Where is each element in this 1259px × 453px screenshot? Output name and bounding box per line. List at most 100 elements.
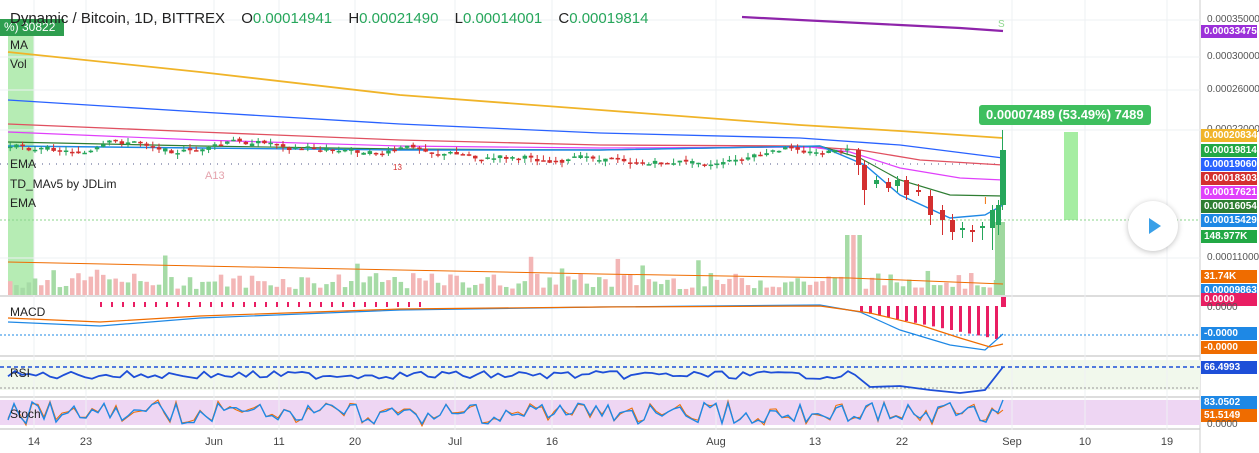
candle-body [807, 151, 813, 154]
candle-body [916, 190, 921, 192]
candle-body [504, 156, 509, 159]
volume-bar [411, 273, 416, 295]
candle-body [156, 147, 162, 150]
indicator-ma-label[interactable]: MA [10, 38, 28, 52]
candle-body [553, 160, 559, 163]
macd-histogram [869, 306, 872, 314]
price-tag: 31.74K [1201, 270, 1257, 283]
candle-body [473, 155, 478, 159]
candle-body [150, 146, 156, 148]
price-tag: 0.00018303 [1201, 172, 1257, 185]
time-tick: Sep [1002, 436, 1022, 448]
indicator-rsi-label[interactable]: RSI [10, 366, 31, 380]
candle-body [752, 154, 757, 158]
macd-histogram [878, 306, 881, 316]
candle-body [466, 154, 472, 156]
candle-body [541, 160, 546, 162]
candle-body [584, 156, 590, 158]
volume-bar [510, 288, 515, 295]
candle-body [702, 164, 707, 166]
volume-bar [590, 287, 596, 295]
indicator-macd-label[interactable]: MACD [10, 305, 46, 319]
candle-body [652, 160, 658, 164]
candle-body [349, 149, 354, 151]
volume-bar [349, 281, 354, 295]
candle-body [231, 139, 236, 142]
indicator-vol-label[interactable]: Vol [10, 57, 27, 71]
indicator-ema-label[interactable]: EMA [10, 157, 37, 171]
annotation-a13: A13 [205, 170, 225, 182]
candle-body [448, 151, 453, 154]
volume-bar [640, 265, 645, 295]
volume-bar [318, 287, 323, 295]
volume-bar [293, 288, 298, 295]
candle-body [417, 147, 422, 149]
volume-bar [566, 276, 571, 295]
volume-bar [702, 286, 707, 295]
candle-body [764, 153, 769, 156]
stoch-tag: 83.0502 [1201, 396, 1257, 409]
candle-body [646, 164, 652, 166]
volume-bar [857, 235, 862, 295]
macd-histogram [243, 302, 245, 307]
stoch-tick: 0.0000 [1207, 419, 1238, 430]
indicator-stoch-label[interactable]: Stoch [10, 407, 41, 421]
volume-bar [820, 281, 825, 295]
volume-bar [150, 285, 156, 295]
indicator-td-label[interactable]: TD_MAv5 by JDLim [10, 177, 117, 191]
candle-body [745, 157, 751, 160]
price-tick: 0.00035000 [1207, 14, 1259, 25]
candle-body [367, 151, 373, 154]
volume-bar [355, 263, 360, 295]
volume-bar [652, 281, 658, 295]
candle-body [435, 154, 441, 156]
indicator-ema2-label[interactable]: EMA [10, 196, 37, 210]
time-tick: 11 [273, 436, 285, 448]
volume-bar [721, 284, 726, 295]
volume-bar [603, 279, 608, 295]
candle-body [107, 140, 112, 143]
volume-bar [621, 275, 627, 295]
play-button[interactable] [1128, 201, 1178, 251]
time-tick: Jun [205, 436, 223, 448]
volume-bar [14, 285, 19, 295]
candle-body [392, 149, 397, 152]
candle-body [783, 147, 788, 150]
volume-bar [690, 287, 695, 295]
volume-bar [367, 276, 373, 295]
volume-bar [404, 288, 410, 295]
candle-body [990, 210, 995, 228]
candle-body [628, 162, 633, 164]
price-tick: 0.00030000 [1207, 51, 1259, 62]
volume-bar [187, 277, 193, 295]
volume-bar [981, 287, 986, 295]
candle-body [510, 157, 515, 159]
macd-tag: 0.0000 [1201, 293, 1257, 306]
volume-bar [956, 275, 962, 295]
volume-bar [194, 288, 199, 295]
volume-bar [752, 288, 757, 295]
candle-body [789, 146, 794, 149]
macd-histogram [923, 306, 926, 325]
candle-body [305, 146, 311, 148]
time-tick: 23 [79, 436, 93, 448]
candle-body [386, 150, 391, 154]
volume-bar [609, 286, 614, 295]
volume-bar [442, 285, 447, 295]
macd-histogram [419, 302, 421, 307]
candle-body [603, 158, 608, 162]
macd-histogram [210, 302, 212, 307]
volume-bar [113, 278, 118, 295]
volume-bar [231, 278, 236, 295]
candle-body [491, 158, 497, 160]
candle-body [39, 147, 44, 150]
volume-bar [962, 288, 968, 295]
stoch-k-line [7, 399, 1004, 426]
volume-bar [305, 277, 311, 295]
candle-body [665, 162, 670, 165]
volume-bar [473, 284, 478, 295]
candle-body [572, 156, 577, 158]
macd-histogram [950, 306, 953, 330]
